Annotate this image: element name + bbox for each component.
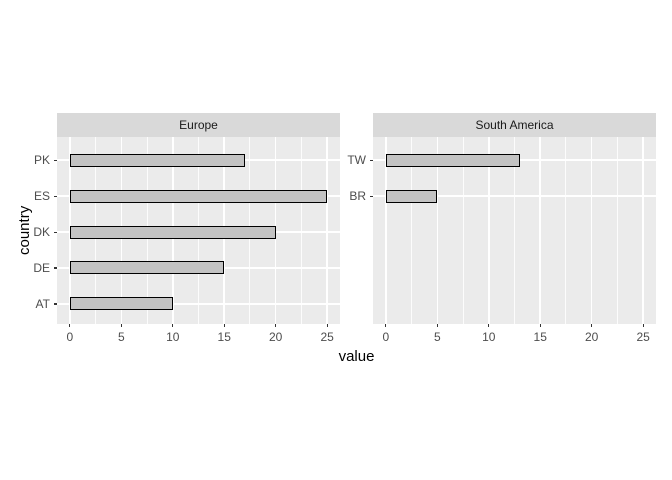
y-tick-mark	[370, 159, 373, 161]
gridline-minor-vertical	[462, 137, 464, 324]
gridline-major-vertical	[488, 137, 490, 324]
x-tick-mark	[172, 324, 174, 327]
bar-TW	[385, 153, 520, 167]
y-tick-label-DE: DE	[33, 260, 50, 275]
gridline-major-vertical	[436, 137, 439, 324]
x-tick-label-10: 10	[166, 330, 180, 344]
x-tick-mark	[275, 324, 277, 327]
gridline-major-vertical	[274, 137, 277, 324]
y-tick-label-ES: ES	[33, 189, 50, 204]
bar-BR	[385, 189, 438, 203]
gridline-major-vertical	[590, 137, 593, 324]
x-tick-label-25: 25	[636, 330, 650, 344]
gridline-minor-vertical	[411, 137, 413, 324]
facet-strip-europe: Europe	[57, 113, 340, 137]
gridline-minor-vertical	[616, 137, 618, 324]
y-tick-mark	[54, 195, 57, 197]
y-tick-mark	[54, 267, 57, 269]
y-tick-label-DK: DK	[33, 225, 50, 239]
gridline-minor-vertical	[514, 137, 515, 324]
gridline-major-vertical	[385, 137, 387, 324]
x-tick-label-10: 10	[482, 330, 496, 344]
x-tick-mark	[642, 324, 644, 327]
x-tick-label-5: 5	[433, 330, 441, 344]
x-tick-mark	[591, 324, 593, 327]
gridline-major-vertical	[642, 137, 644, 324]
y-tick-label-PK: PK	[33, 153, 50, 168]
y-tick-mark	[54, 303, 57, 305]
gridline-minor-vertical	[300, 137, 302, 324]
gridline-major-horizontal	[373, 195, 656, 197]
bar-DK	[69, 225, 276, 239]
y-tick-label-TW: TW	[347, 153, 366, 168]
x-tick-mark	[120, 324, 122, 327]
x-tick-mark	[69, 324, 71, 327]
gridline-major-horizontal	[57, 303, 340, 305]
x-axis-title: value	[338, 348, 375, 365]
x-tick-label-20: 20	[268, 330, 283, 344]
x-tick-mark	[326, 324, 328, 327]
gridline-minor-vertical	[565, 137, 567, 324]
bar-DE	[69, 261, 225, 275]
bar-ES	[69, 189, 328, 203]
y-tick-mark	[370, 195, 373, 197]
x-tick-mark	[385, 324, 387, 327]
x-tick-label-0: 0	[66, 330, 74, 344]
x-tick-label-15: 15	[217, 330, 231, 344]
x-tick-label-25: 25	[320, 330, 334, 344]
x-tick-mark	[223, 324, 225, 327]
x-tick-label-0: 0	[382, 330, 390, 344]
bar-PK	[69, 153, 245, 167]
facet-panel-europe	[57, 137, 340, 324]
gridline-major-vertical	[326, 137, 328, 324]
bar-AT	[69, 297, 173, 311]
x-tick-label-20: 20	[584, 330, 599, 344]
x-tick-label-15: 15	[533, 330, 547, 344]
y-tick-mark	[54, 159, 57, 161]
y-tick-label-BR: BR	[349, 189, 366, 204]
y-tick-mark	[54, 231, 57, 233]
facet-strip-south-america: South America	[373, 113, 656, 137]
gridline-major-vertical	[539, 137, 541, 324]
x-tick-label-5: 5	[117, 330, 125, 344]
x-tick-mark	[436, 324, 438, 327]
y-tick-label-AT: AT	[35, 296, 50, 311]
x-tick-mark	[539, 324, 541, 327]
facet-panel-south-america	[373, 137, 656, 324]
x-tick-mark	[488, 324, 490, 327]
